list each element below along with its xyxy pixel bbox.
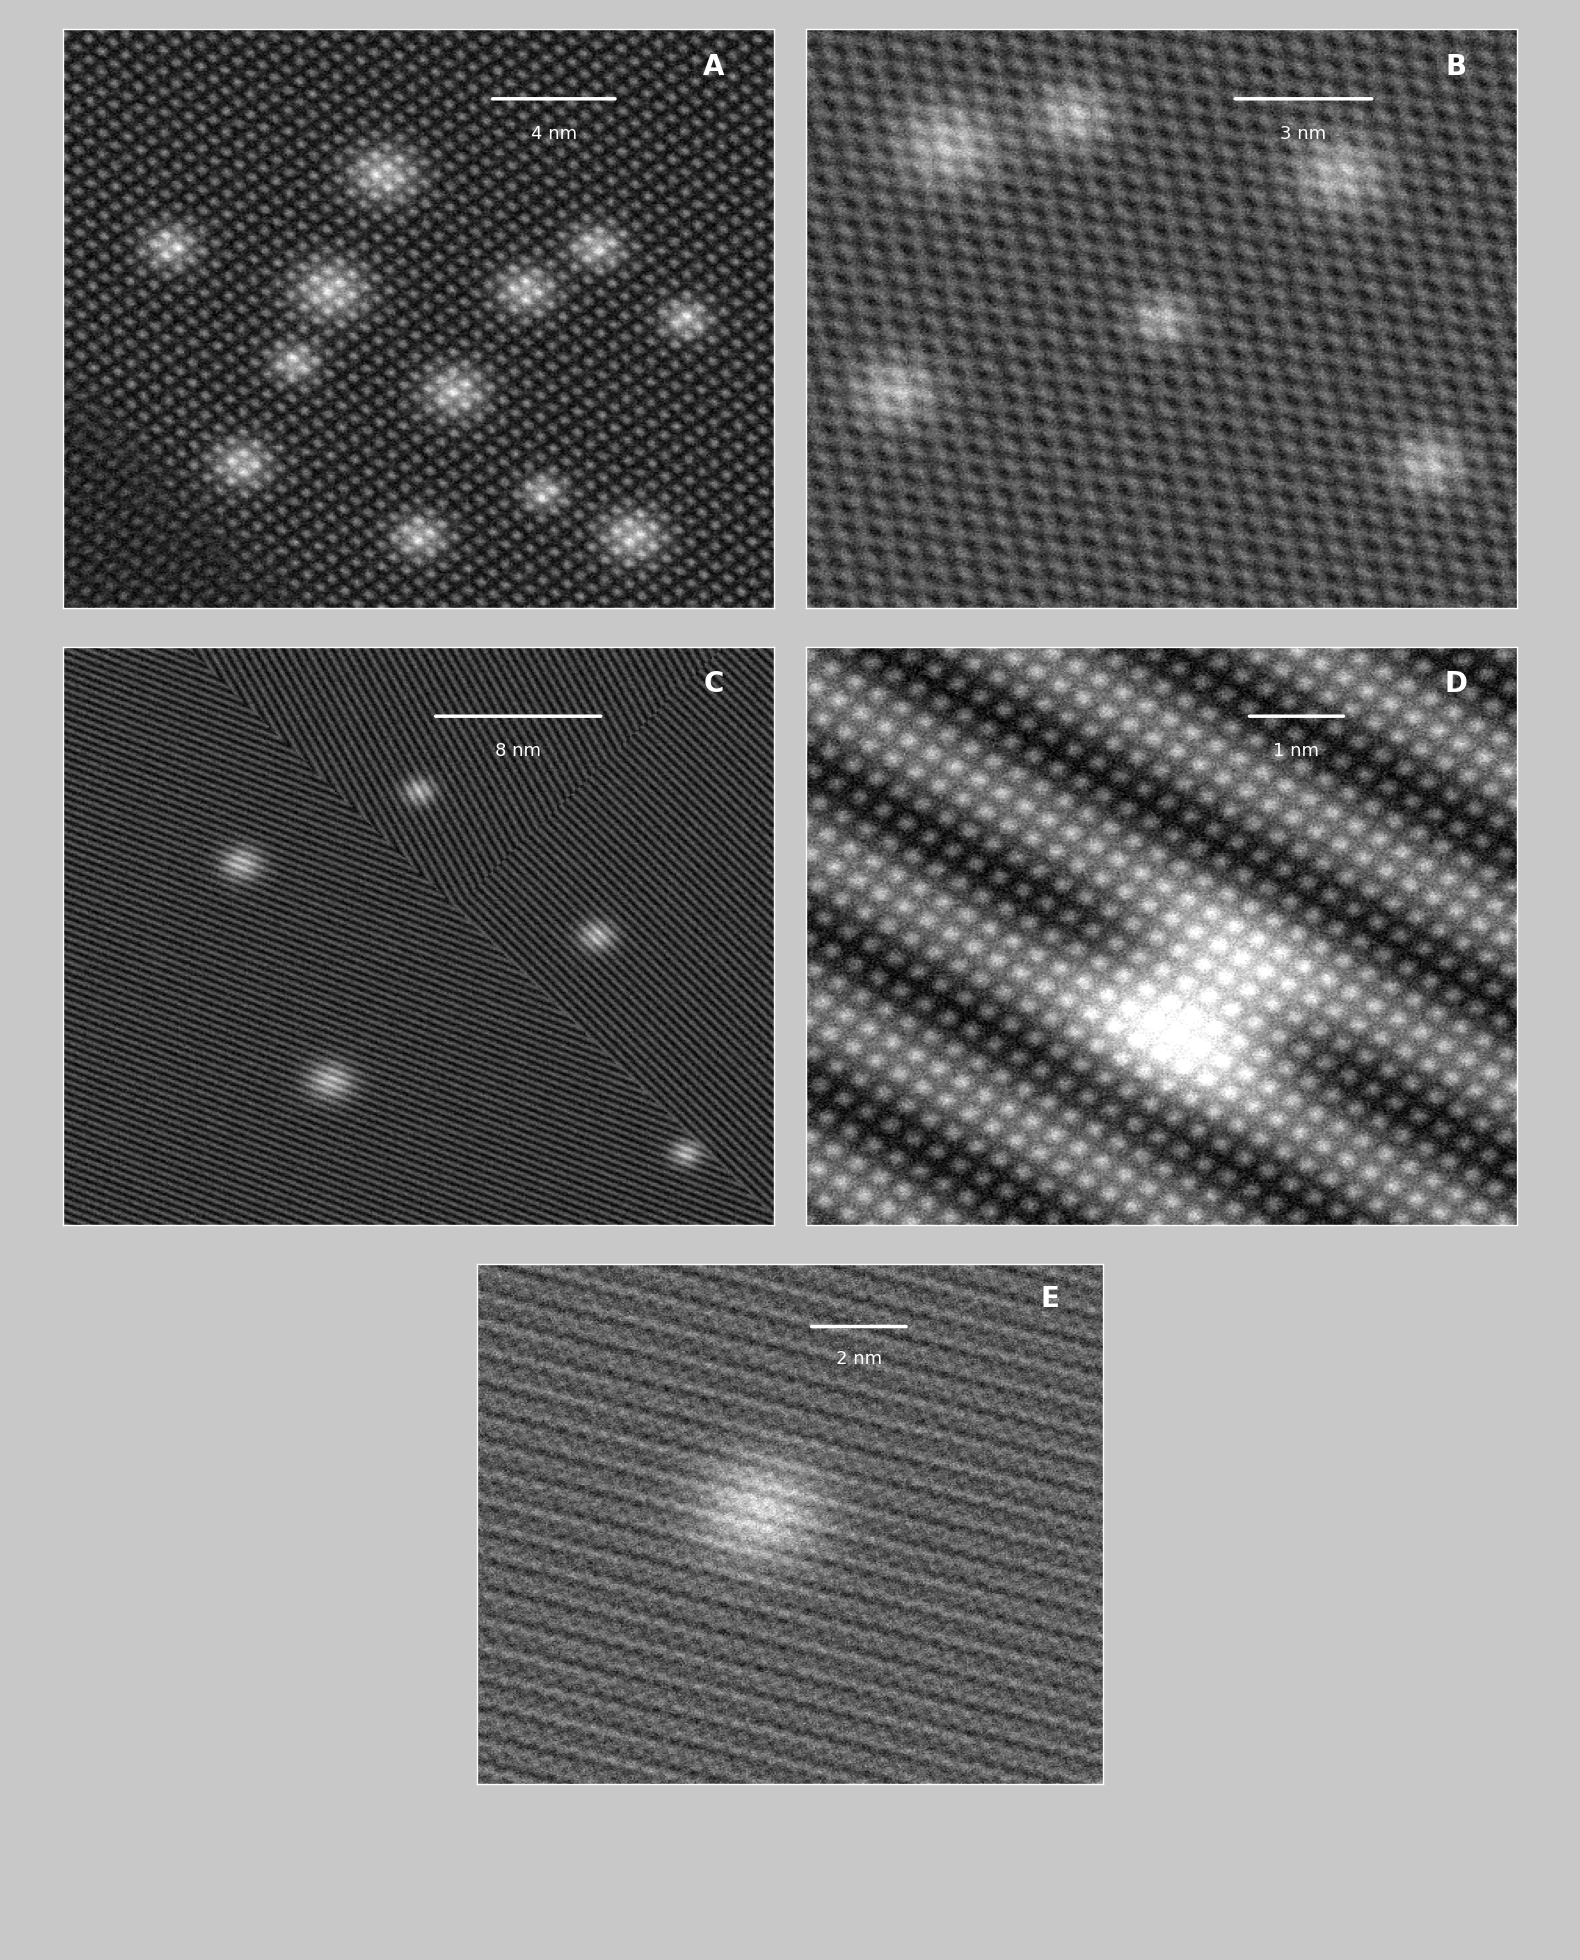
Text: E: E: [1040, 1286, 1059, 1313]
Text: 4 nm: 4 nm: [531, 125, 577, 143]
Text: C: C: [705, 670, 724, 698]
Text: 1 nm: 1 nm: [1273, 743, 1319, 760]
Text: 3 nm: 3 nm: [1280, 125, 1327, 143]
Text: D: D: [1444, 670, 1466, 698]
Text: A: A: [703, 53, 724, 80]
Text: 2 nm: 2 nm: [836, 1350, 882, 1368]
Text: 8 nm: 8 nm: [495, 743, 542, 760]
Text: B: B: [1446, 53, 1466, 80]
